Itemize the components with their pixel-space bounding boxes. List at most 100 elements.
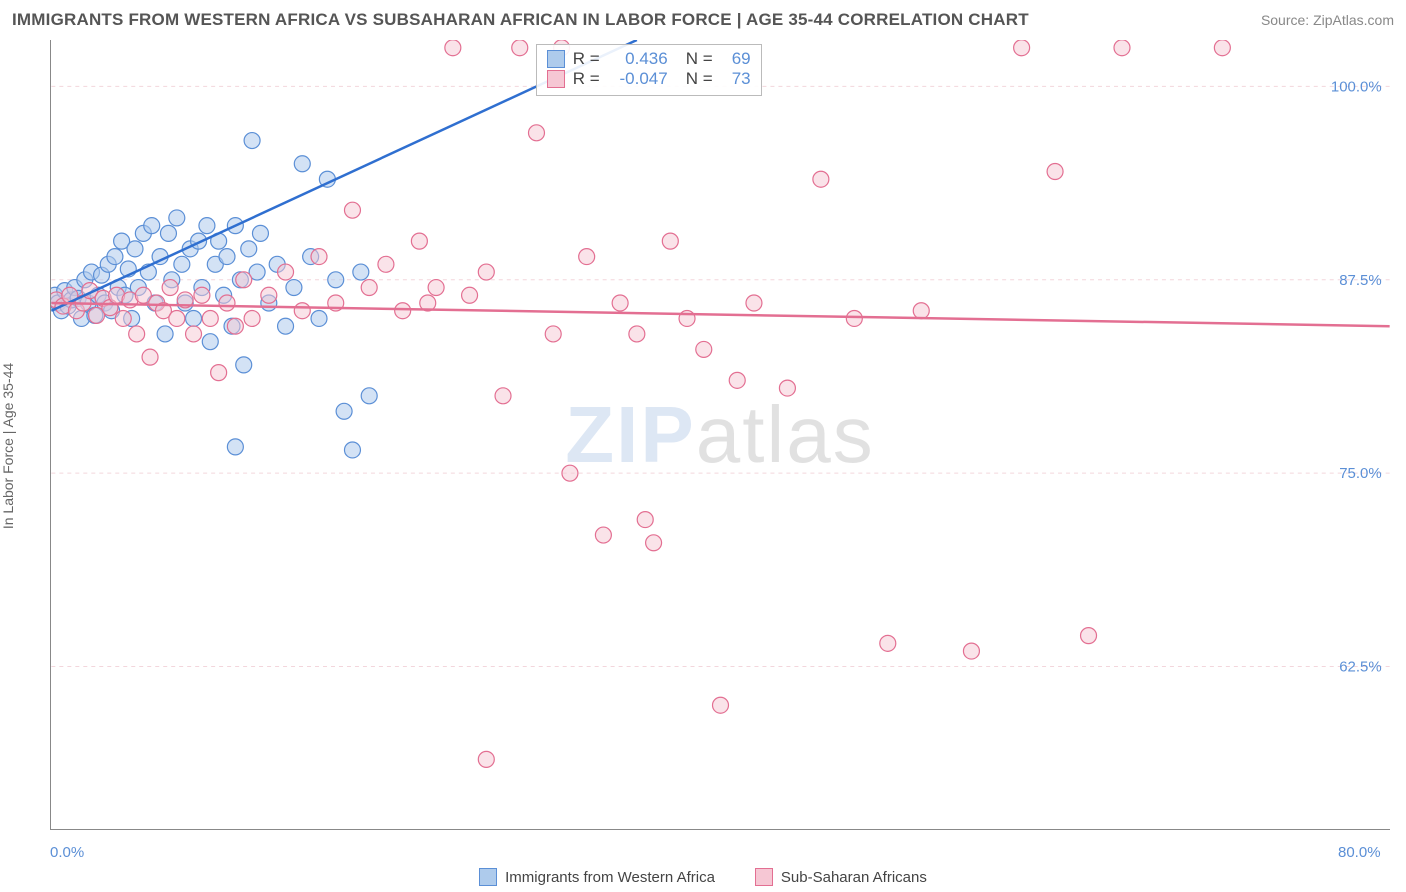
correlation-row: R = -0.047 N = 73	[547, 69, 751, 89]
data-point	[1014, 40, 1030, 56]
data-point	[211, 365, 227, 381]
y-tick-label: 100.0%	[1331, 78, 1382, 95]
data-point	[963, 643, 979, 659]
chart-title: IMMIGRANTS FROM WESTERN AFRICA VS SUBSAH…	[12, 10, 1029, 30]
legend-label: Immigrants from Western Africa	[505, 869, 715, 886]
data-point	[344, 442, 360, 458]
data-point	[696, 341, 712, 357]
data-point	[278, 318, 294, 334]
data-point	[142, 349, 158, 365]
legend-swatch	[479, 868, 497, 886]
data-point	[353, 264, 369, 280]
scatter-chart: 62.5%75.0%87.5%100.0%	[50, 40, 1390, 830]
r-label: R =	[573, 69, 600, 89]
data-point	[202, 334, 218, 350]
n-label: N =	[686, 49, 713, 69]
data-point	[261, 287, 277, 303]
data-point	[286, 280, 302, 296]
data-point	[186, 326, 202, 342]
data-point	[1081, 628, 1097, 644]
data-point	[328, 272, 344, 288]
data-point	[913, 303, 929, 319]
data-point	[227, 318, 243, 334]
data-point	[244, 310, 260, 326]
data-point	[311, 310, 327, 326]
data-point	[157, 326, 173, 342]
data-point	[194, 287, 210, 303]
data-point	[361, 280, 377, 296]
data-point	[107, 249, 123, 265]
source-label: Source: ZipAtlas.com	[1261, 12, 1394, 28]
data-point	[311, 249, 327, 265]
data-point	[169, 210, 185, 226]
data-point	[579, 249, 595, 265]
data-point	[746, 295, 762, 311]
data-point	[846, 310, 862, 326]
r-value: -0.047	[608, 69, 668, 89]
data-point	[186, 310, 202, 326]
data-point	[227, 439, 243, 455]
data-point	[344, 202, 360, 218]
data-point	[713, 697, 729, 713]
y-tick-label: 62.5%	[1339, 659, 1381, 676]
data-point	[462, 287, 478, 303]
n-value: 73	[721, 69, 751, 89]
data-point	[169, 310, 185, 326]
y-axis-label: In Labor Force | Age 35-44	[0, 363, 16, 529]
data-point	[411, 233, 427, 249]
data-point	[294, 156, 310, 172]
data-point	[395, 303, 411, 319]
data-point	[612, 295, 628, 311]
data-point	[445, 40, 461, 56]
legend-label: Sub-Saharan Africans	[781, 869, 927, 886]
data-point	[199, 218, 215, 234]
data-point	[1214, 40, 1230, 56]
data-point	[629, 326, 645, 342]
data-point	[478, 264, 494, 280]
legend-item: Sub-Saharan Africans	[755, 868, 927, 886]
data-point	[202, 310, 218, 326]
data-point	[127, 241, 143, 257]
data-point	[1047, 164, 1063, 180]
data-point	[162, 280, 178, 296]
data-point	[160, 225, 176, 241]
data-point	[779, 380, 795, 396]
data-point	[562, 465, 578, 481]
r-value: 0.436	[608, 49, 668, 69]
data-point	[174, 256, 190, 272]
data-point	[294, 303, 310, 319]
data-point	[236, 357, 252, 373]
r-label: R =	[573, 49, 600, 69]
data-point	[880, 635, 896, 651]
data-point	[478, 751, 494, 767]
correlation-row: R = 0.436 N = 69	[547, 49, 751, 69]
data-point	[528, 125, 544, 141]
legend-swatch	[547, 50, 565, 68]
n-value: 69	[721, 49, 751, 69]
plot-area: 62.5%75.0%87.5%100.0% ZIPatlas R =0.436N…	[50, 40, 1390, 830]
data-point	[378, 256, 394, 272]
data-point	[1114, 40, 1130, 56]
data-point	[512, 40, 528, 56]
data-point	[595, 527, 611, 543]
data-point	[236, 272, 252, 288]
data-point	[729, 372, 745, 388]
x-axis-end-label: 80.0%	[1338, 844, 1381, 861]
data-point	[219, 295, 235, 311]
legend-swatch	[755, 868, 773, 886]
data-point	[336, 403, 352, 419]
data-point	[115, 310, 131, 326]
series-legend: Immigrants from Western Africa Sub-Sahara…	[0, 868, 1406, 886]
x-axis-start-label: 0.0%	[50, 844, 84, 861]
n-label: N =	[686, 69, 713, 89]
data-point	[813, 171, 829, 187]
data-point	[662, 233, 678, 249]
data-point	[241, 241, 257, 257]
data-point	[144, 218, 160, 234]
data-point	[219, 249, 235, 265]
data-point	[646, 535, 662, 551]
data-point	[129, 326, 145, 342]
data-point	[545, 326, 561, 342]
data-point	[495, 388, 511, 404]
data-point	[361, 388, 377, 404]
